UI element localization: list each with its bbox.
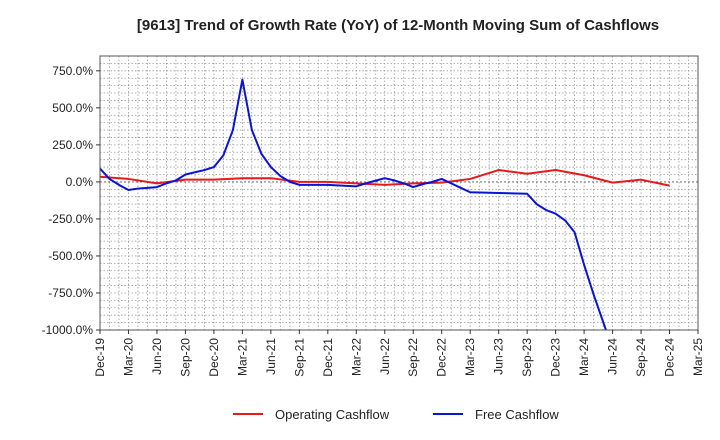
y-tick-label: 0.0% <box>66 175 94 189</box>
x-tick-label: Mar-22 <box>349 338 363 376</box>
x-tick-label: Jun-23 <box>492 338 506 375</box>
x-tick-label: Jun-20 <box>150 338 164 375</box>
series-line-free-cashflow <box>100 78 607 330</box>
x-tick-label: Dec-21 <box>321 338 335 377</box>
grid <box>100 56 698 330</box>
x-tick-label: Sep-21 <box>292 338 306 377</box>
x-tick-label: Dec-23 <box>549 338 563 377</box>
series-layer <box>100 78 670 330</box>
x-tick-label: Mar-21 <box>235 338 249 376</box>
x-tick-label: Mar-24 <box>577 338 591 376</box>
plot-frame <box>99 55 699 331</box>
series-line-operating-cashflow <box>100 169 670 187</box>
x-tick-label: Dec-20 <box>207 338 221 377</box>
plot-area <box>100 56 698 330</box>
legend: Operating Cashflow Free Cashflow <box>233 407 559 422</box>
x-tick-label: Sep-22 <box>406 338 420 377</box>
x-tick-label: Mar-23 <box>463 338 477 376</box>
x-tick-label: Sep-23 <box>520 338 534 377</box>
y-axis: 750.0% 500.0% 250.0% 0.0% -250.0% -500.0% -750… <box>42 64 100 337</box>
chart-title: [9613] Trend of Growth Rate (YoY) of 12-… <box>137 17 659 34</box>
y-tick-label: -750.0% <box>48 286 93 300</box>
x-tick-label: Mar-25 <box>691 338 705 376</box>
legend-label-operating-cashflow: Operating Cashflow <box>275 407 390 422</box>
x-tick-label: Sep-24 <box>634 338 648 377</box>
x-axis: Dec-19 Mar-20 Jun-20 Sep-20 Dec-20 Mar-21 Jun-… <box>93 330 705 377</box>
y-tick-label: 500.0% <box>52 101 93 115</box>
y-tick-label: -500.0% <box>48 249 93 263</box>
x-tick-label: Sep-20 <box>178 338 192 377</box>
x-tick-label: Dec-19 <box>93 338 107 377</box>
x-tick-label: Dec-24 <box>663 338 677 377</box>
x-tick-label: Jun-24 <box>606 338 620 375</box>
y-tick-label: -1000.0% <box>42 323 94 337</box>
legend-label-free-cashflow: Free Cashflow <box>475 407 559 422</box>
x-tick-label: Dec-22 <box>435 338 449 377</box>
x-tick-label: Mar-20 <box>121 338 135 376</box>
y-tick-label: -250.0% <box>48 212 93 226</box>
x-tick-label: Jun-21 <box>264 338 278 375</box>
x-tick-label: Jun-22 <box>378 338 392 375</box>
y-tick-label: 750.0% <box>52 64 93 78</box>
y-tick-label: 250.0% <box>52 138 93 152</box>
